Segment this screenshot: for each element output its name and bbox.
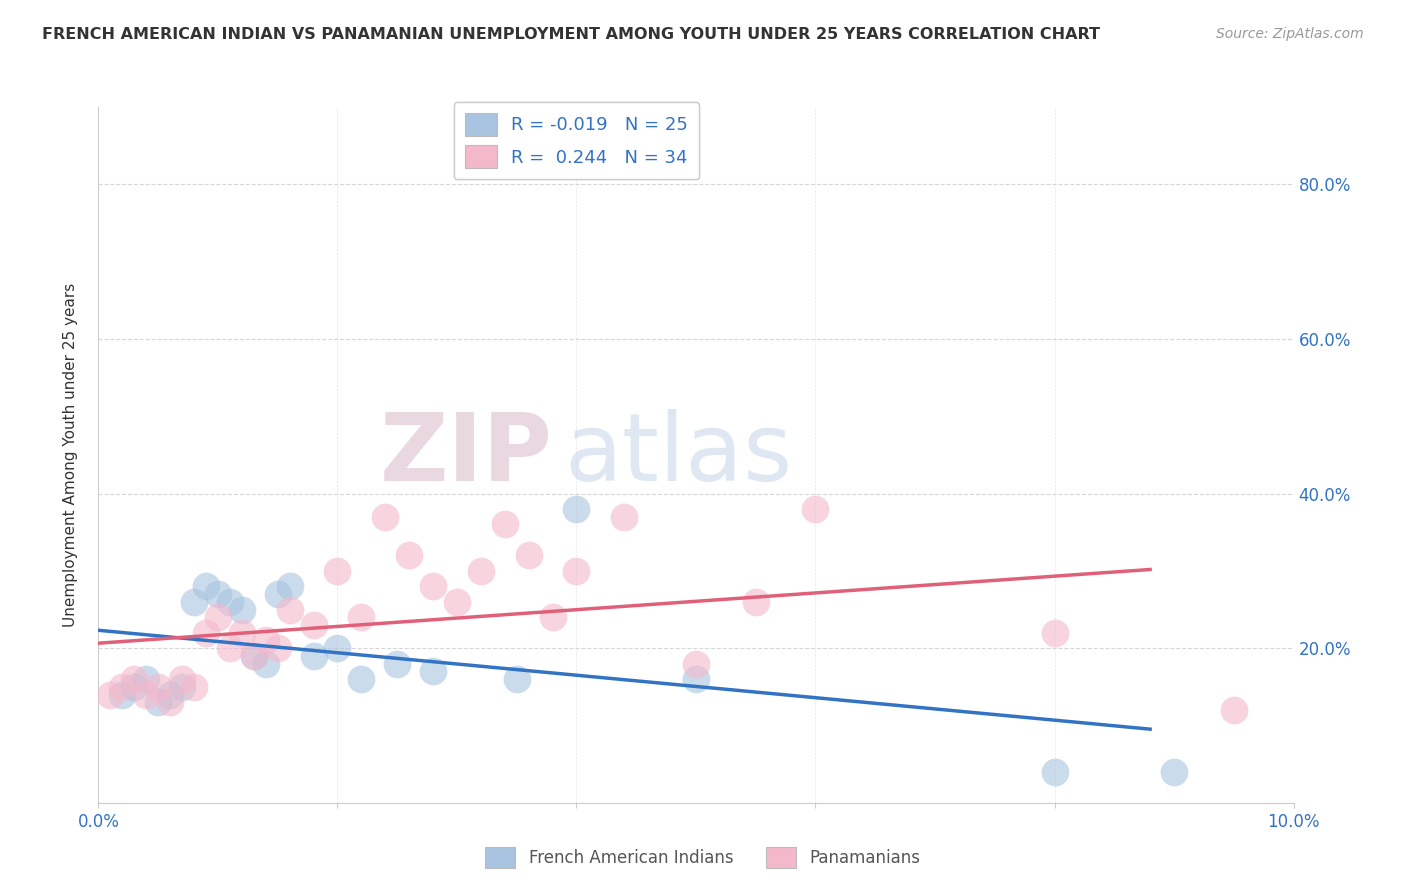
Point [124,672,146,686]
Point [148,695,170,709]
Point [565,564,588,578]
Point [374,509,396,524]
Point [267,641,290,656]
Point [385,657,409,671]
Point [135,688,157,702]
Point [685,657,707,671]
Y-axis label: Unemployment Among Youth under 25 years: Unemployment Among Youth under 25 years [63,283,77,627]
Point [159,695,181,709]
Legend: R = -0.019   N = 25, R =  0.244   N = 34: R = -0.019 N = 25, R = 0.244 N = 34 [454,103,699,179]
Point [135,672,157,686]
Point [685,672,707,686]
Point [517,549,540,563]
Point [506,672,529,686]
Point [613,509,636,524]
Text: FRENCH AMERICAN INDIAN VS PANAMANIAN UNEMPLOYMENT AMONG YOUTH UNDER 25 YEARS COR: FRENCH AMERICAN INDIAN VS PANAMANIAN UNE… [42,27,1099,42]
Point [494,517,516,532]
Point [207,587,229,601]
Point [231,602,253,616]
Point [278,579,301,593]
Point [159,688,181,702]
Point [243,648,266,663]
Point [111,680,134,694]
Text: Source: ZipAtlas.com: Source: ZipAtlas.com [1216,27,1364,41]
Point [100,688,122,702]
Point [398,549,420,563]
Point [254,657,277,671]
Point [1163,764,1185,779]
Point [1223,703,1246,717]
Point [111,688,134,702]
Point [350,672,373,686]
Point [172,680,194,694]
Point [326,564,349,578]
Point [422,665,444,679]
Point [278,602,301,616]
Point [302,648,325,663]
Point [267,587,290,601]
Point [219,595,242,609]
Point [422,579,444,593]
Point [195,625,218,640]
Point [124,680,146,694]
Point [1043,764,1066,779]
Point [350,610,373,624]
Point [446,595,468,609]
Point [254,633,277,648]
Point [541,610,564,624]
Point [207,610,229,624]
Point [219,641,242,656]
Point [745,595,768,609]
Text: ZIP: ZIP [380,409,553,501]
Point [326,641,349,656]
Legend: French American Indians, Panamanians: French American Indians, Panamanians [478,840,928,875]
Point [470,564,492,578]
Point [195,579,218,593]
Text: atlas: atlas [565,409,793,501]
Point [565,502,588,516]
Point [172,672,194,686]
Point [302,618,325,632]
Point [243,648,266,663]
Point [148,680,170,694]
Point [231,625,253,640]
Point [183,680,205,694]
Point [804,502,827,516]
Point [1043,625,1066,640]
Point [183,595,205,609]
